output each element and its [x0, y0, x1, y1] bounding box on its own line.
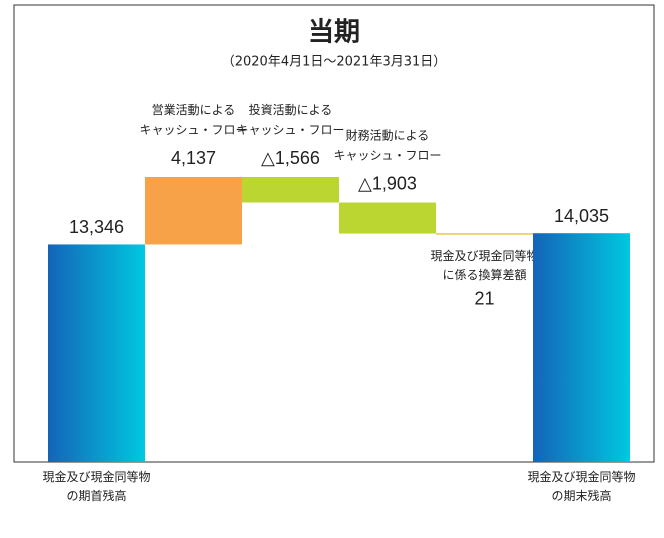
category-label: キャッシュ・フロー: [236, 123, 344, 137]
bar: [48, 244, 145, 462]
chart-title: 当期: [308, 18, 360, 48]
value-label: 13,346: [69, 217, 124, 237]
category-label: キャッシュ・フロー: [139, 123, 247, 137]
category-label: キャッシュ・フロー: [333, 149, 441, 163]
value-label: △1,566: [261, 148, 320, 168]
category-label: 現金及び現金同等物: [430, 248, 538, 263]
bar: [339, 202, 436, 234]
category-label: 営業活動による: [152, 103, 236, 117]
bar: [242, 177, 339, 203]
category-label: の期末残高: [551, 488, 611, 503]
category-label: 現金及び現金同等物: [527, 469, 635, 484]
category-label: に係る換算差額: [442, 267, 526, 282]
category-label: の期首残高: [66, 488, 126, 503]
value-label: 21: [474, 288, 494, 308]
category-label: 財務活動による: [346, 128, 430, 143]
bar: [436, 233, 533, 235]
value-label: 4,137: [171, 148, 216, 168]
value-label: 14,035: [554, 206, 609, 226]
category-label: 現金及び現金同等物: [42, 469, 150, 484]
bar: [533, 233, 630, 462]
category-label: 投資活動による: [249, 102, 333, 117]
value-label: △1,903: [358, 173, 417, 193]
chart-subtitle: （2020年4月1日〜2021年3月31日）: [222, 55, 447, 70]
bar: [145, 177, 242, 245]
